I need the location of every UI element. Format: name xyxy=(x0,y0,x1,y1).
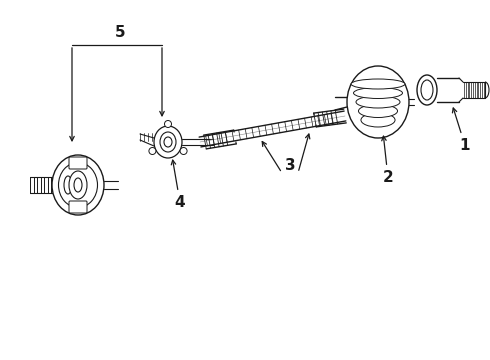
Ellipse shape xyxy=(347,66,409,138)
Ellipse shape xyxy=(180,148,187,154)
Ellipse shape xyxy=(351,79,405,89)
Ellipse shape xyxy=(64,176,72,194)
Ellipse shape xyxy=(160,132,176,152)
Ellipse shape xyxy=(417,75,437,105)
Ellipse shape xyxy=(164,137,172,147)
Ellipse shape xyxy=(356,96,400,108)
Text: 1: 1 xyxy=(452,108,470,153)
Ellipse shape xyxy=(52,155,104,215)
Ellipse shape xyxy=(154,126,182,158)
Ellipse shape xyxy=(149,148,156,154)
FancyBboxPatch shape xyxy=(69,157,87,169)
Text: 2: 2 xyxy=(382,136,393,185)
Text: 3: 3 xyxy=(285,158,295,173)
Ellipse shape xyxy=(74,178,82,192)
Ellipse shape xyxy=(58,162,98,207)
Ellipse shape xyxy=(353,87,402,99)
Ellipse shape xyxy=(69,171,87,199)
Ellipse shape xyxy=(61,171,75,199)
Text: 4: 4 xyxy=(172,160,185,210)
Ellipse shape xyxy=(361,113,395,127)
Ellipse shape xyxy=(359,104,397,117)
Ellipse shape xyxy=(421,80,433,100)
FancyBboxPatch shape xyxy=(69,201,87,213)
Ellipse shape xyxy=(165,121,172,127)
Text: 5: 5 xyxy=(115,25,125,40)
